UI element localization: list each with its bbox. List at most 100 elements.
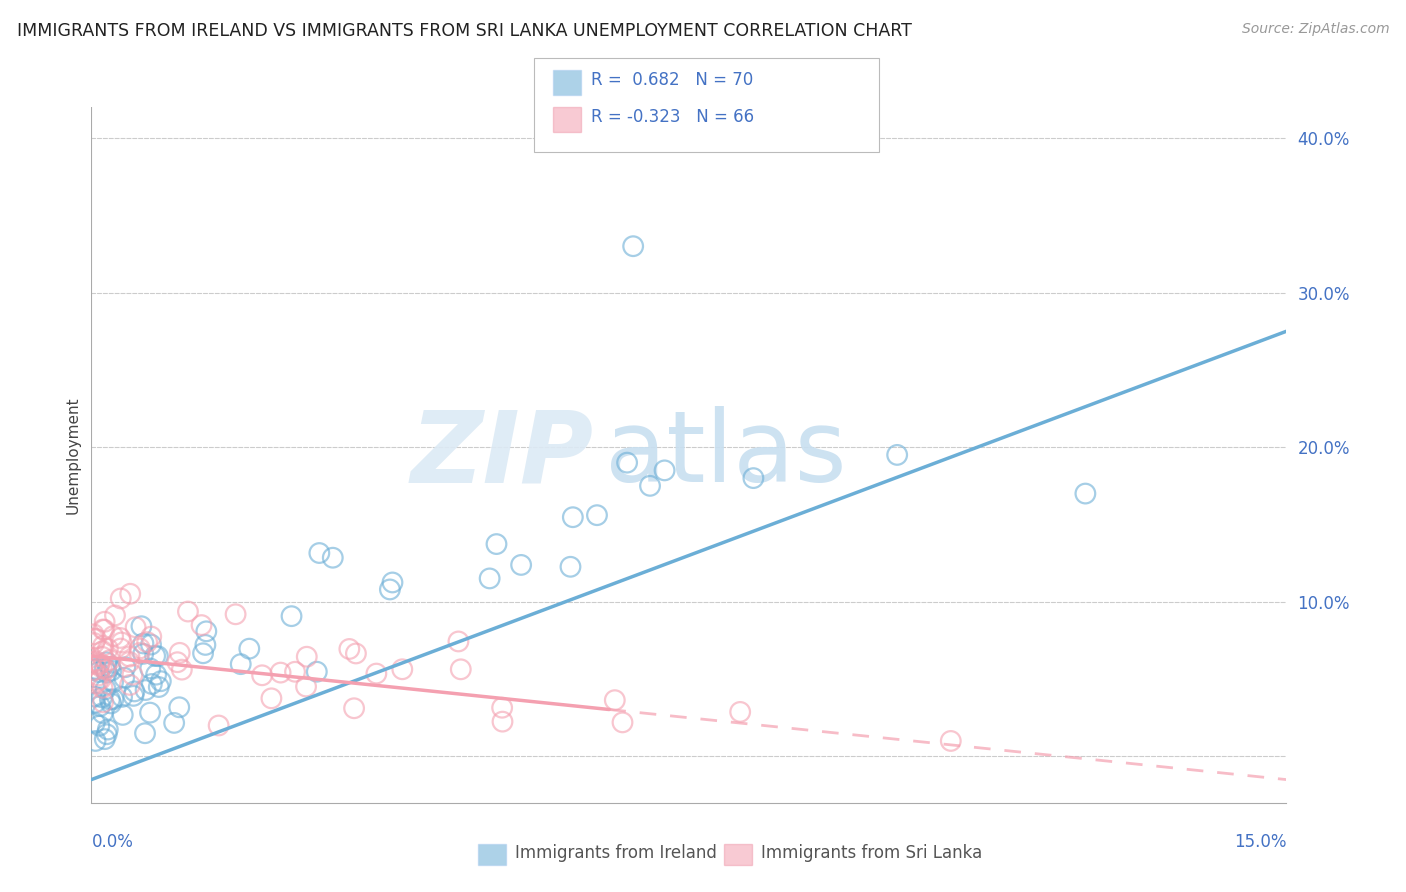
Text: atlas: atlas (605, 407, 846, 503)
Point (91, 623, 114, 637)
Point (87, 668, 110, 682)
Point (229, 657, 252, 672)
Point (638, 479, 661, 493)
Point (84, 654, 107, 668)
Point (305, 665, 328, 679)
Point (146, 649, 169, 664)
Point (654, 463, 676, 477)
Point (89, 699, 111, 714)
Point (194, 638, 217, 652)
Point (91, 649, 114, 664)
Point (94, 663, 117, 677)
Point (478, 571, 501, 585)
Point (381, 575, 404, 590)
Point (100, 664, 122, 678)
Point (118, 649, 141, 664)
Point (111, 690, 134, 704)
Point (378, 582, 401, 597)
Point (280, 609, 302, 624)
Point (114, 660, 136, 674)
Point (195, 624, 218, 639)
Point (84, 663, 107, 677)
Point (270, 665, 292, 680)
Point (621, 239, 644, 253)
Point (134, 726, 156, 740)
Point (208, 718, 231, 732)
Point (89, 656, 111, 670)
Point (98, 692, 121, 706)
Point (94, 661, 117, 675)
Y-axis label: Unemployment: Unemployment (65, 396, 80, 514)
Point (97, 641, 120, 656)
Point (124, 620, 146, 634)
Point (110, 635, 132, 649)
Point (91, 644, 114, 658)
Point (139, 706, 162, 720)
Point (366, 666, 388, 681)
Point (120, 587, 142, 601)
Point (84, 676, 107, 690)
Point (111, 707, 134, 722)
Point (93, 615, 115, 629)
Point (295, 649, 318, 664)
Text: Source: ZipAtlas.com: Source: ZipAtlas.com (1241, 22, 1389, 37)
Point (83, 690, 105, 704)
Point (491, 700, 513, 714)
Point (728, 705, 751, 719)
Point (141, 677, 163, 691)
Point (112, 671, 135, 685)
Point (121, 667, 143, 681)
Point (561, 510, 583, 524)
Point (167, 700, 190, 714)
Point (135, 683, 157, 698)
Point (104, 608, 127, 623)
Point (225, 607, 247, 622)
Point (87, 657, 110, 672)
Point (82, 663, 104, 677)
Point (110, 591, 132, 606)
Point (136, 635, 159, 649)
Point (344, 647, 367, 661)
Point (284, 665, 307, 679)
Point (139, 638, 162, 652)
Point (101, 629, 124, 643)
Point (84, 662, 107, 676)
Point (139, 661, 162, 675)
Point (87, 665, 110, 679)
Point (742, 471, 765, 485)
Point (491, 714, 513, 729)
Point (84, 632, 107, 646)
Text: 0.0%: 0.0% (91, 833, 134, 851)
Text: Immigrants from Ireland: Immigrants from Ireland (515, 844, 717, 862)
Point (170, 663, 193, 677)
Point (82, 632, 104, 646)
Point (89, 719, 111, 733)
Point (86, 674, 108, 689)
Point (89, 673, 111, 687)
Point (100, 697, 122, 711)
Point (308, 546, 330, 560)
Point (191, 646, 214, 660)
Point (118, 655, 141, 669)
Point (510, 558, 533, 572)
Text: R =  0.682   N = 70: R = 0.682 N = 70 (591, 71, 752, 89)
Point (886, 448, 908, 462)
Point (1074, 486, 1097, 500)
Point (166, 655, 188, 669)
Point (128, 646, 150, 660)
Point (83, 636, 105, 650)
Point (612, 715, 634, 730)
Point (238, 641, 260, 656)
Text: R = -0.323   N = 66: R = -0.323 N = 66 (591, 108, 754, 126)
Point (122, 689, 145, 703)
Point (132, 636, 155, 650)
Point (91, 681, 114, 695)
Point (128, 641, 150, 656)
Text: 15.0%: 15.0% (1234, 833, 1286, 851)
Point (83, 627, 105, 641)
Point (124, 684, 146, 698)
Point (91, 690, 114, 705)
Point (90, 660, 112, 674)
Point (190, 618, 212, 632)
Point (295, 680, 318, 694)
